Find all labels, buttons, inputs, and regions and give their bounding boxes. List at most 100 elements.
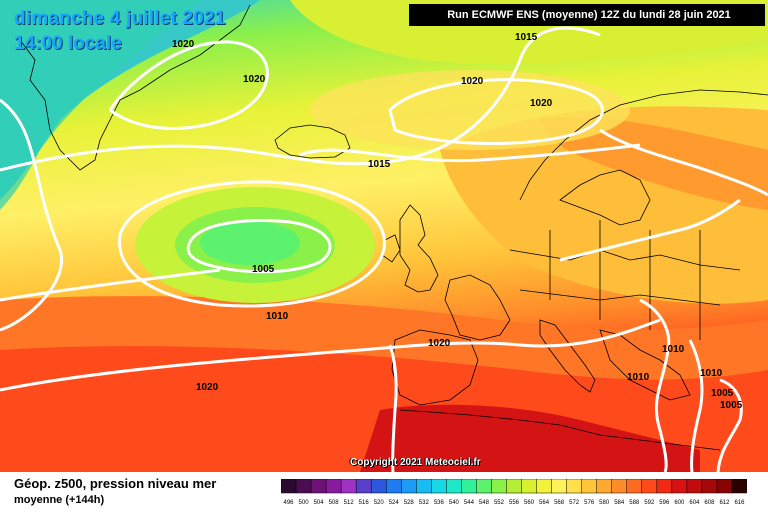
legend-swatch <box>476 479 493 494</box>
map-subtitle: moyenne (+144h) <box>14 494 105 506</box>
weather-map: 1020 1020 1015 1020 1020 1015 1005 1010 … <box>0 0 768 472</box>
legend-swatch <box>596 479 613 494</box>
legend-value: 532 <box>419 500 430 506</box>
legend-value: 568 <box>554 500 565 506</box>
legend-swatch <box>731 479 747 494</box>
isobar-label: 1020 <box>461 76 484 87</box>
isobar-1015-arc <box>0 268 221 302</box>
isobar-1015-north <box>0 26 601 172</box>
isobar-1020-ridge <box>388 78 604 145</box>
model-run-label: Run ECMWF ENS (moyenne) 12Z du lundi 28 … <box>409 4 765 26</box>
legend-swatch <box>281 479 297 494</box>
isobar-label: 1005 <box>711 388 734 399</box>
isobar-label: 1020 <box>196 382 219 393</box>
legend-swatch <box>461 479 478 494</box>
legend-value: 608 <box>704 500 715 506</box>
isobar-1015-nordic <box>599 128 768 197</box>
legend-swatch <box>310 479 327 494</box>
legend-value: 504 <box>314 500 325 506</box>
isobar-label: 1005 <box>720 400 743 411</box>
iceland-coast <box>274 124 351 159</box>
legend-swatch <box>686 479 703 494</box>
geopotential-ridge-north <box>310 70 630 150</box>
legend-value: 552 <box>494 500 505 506</box>
geopotential-band-deep-red <box>360 404 700 472</box>
legend-value: 524 <box>389 500 400 506</box>
legend-value: 564 <box>539 500 550 506</box>
europe-borders <box>509 220 741 340</box>
legend-value: 528 <box>404 500 415 506</box>
legend-swatch <box>521 479 538 494</box>
legend-swatch <box>446 479 463 494</box>
isobar-1005-low <box>186 219 332 274</box>
legend-swatch <box>671 479 688 494</box>
legend-value: 544 <box>464 500 475 506</box>
legend-value: 536 <box>434 500 445 506</box>
legend-value: 580 <box>599 500 610 506</box>
legend-value: 592 <box>644 500 655 506</box>
legend-swatch <box>656 479 673 494</box>
isobar-1015-ridge <box>299 143 641 163</box>
legend-value: 616 <box>734 500 745 506</box>
north-africa-coast <box>399 409 721 451</box>
isobar-frame-west <box>0 98 64 332</box>
isobar-label: 1020 <box>172 39 195 50</box>
legend-value: 520 <box>374 500 385 506</box>
legend-swatch <box>551 479 568 494</box>
isobars <box>0 26 768 472</box>
legend-swatch <box>416 479 433 494</box>
france-coast <box>444 274 511 341</box>
isobar-label: 1015 <box>515 32 538 43</box>
legend-swatch <box>536 479 553 494</box>
legend-value: 508 <box>329 500 340 506</box>
legend-swatch <box>566 479 583 494</box>
legend-swatch <box>581 479 598 494</box>
legend-value: 604 <box>689 500 700 506</box>
legend-swatch <box>491 479 508 494</box>
copyright-text: Copyright 2021 Meteociel.fr <box>350 457 481 468</box>
isobar-label: 1010 <box>266 311 289 322</box>
legend-value: 548 <box>479 500 490 506</box>
isobar-label: 1020 <box>428 338 451 349</box>
isobar-1020-greenland <box>108 40 269 130</box>
legend-swatch <box>701 479 718 494</box>
forecast-date: dimanche 4 juillet 2021 <box>14 8 226 29</box>
isobar-1020-iberia <box>388 344 398 472</box>
isobar-1010-low <box>118 180 386 308</box>
legend-swatch <box>355 479 372 494</box>
legend-value: 612 <box>719 500 730 506</box>
map-title: Géop. z500, pression niveau mer <box>14 476 217 491</box>
isobar-labels: 1020 1020 1015 1020 1020 1015 1005 1010 … <box>172 32 743 411</box>
legend-swatch <box>370 479 387 494</box>
legend-value: 516 <box>359 500 370 506</box>
isobar-1020-south <box>0 318 661 392</box>
isobar-label: 1010 <box>627 372 650 383</box>
isobar-1005-east <box>716 378 743 472</box>
balkans-coast <box>599 329 691 401</box>
legend-swatch <box>431 479 448 494</box>
isobar-label: 1010 <box>662 344 685 355</box>
legend-value: 576 <box>584 500 595 506</box>
isobar-east-ridge <box>559 198 741 262</box>
legend-swatch <box>611 479 628 494</box>
geopotential-band-green <box>0 0 200 210</box>
legend-swatch <box>506 479 523 494</box>
scandinavia-coast <box>519 89 768 226</box>
legend-value: 540 <box>449 500 460 506</box>
isobar-1010-east <box>639 298 671 472</box>
geopotential-band-scandinavia <box>540 117 768 210</box>
legend-swatch <box>295 479 312 494</box>
legend-value: 572 <box>569 500 580 506</box>
isobar-label: 1020 <box>530 98 553 109</box>
legend-swatch <box>626 479 643 494</box>
legend-swatch <box>401 479 418 494</box>
low-pressure-center <box>200 221 300 265</box>
forecast-time: 14:00 locale <box>14 33 122 54</box>
legend-value: 496 <box>284 500 295 506</box>
legend-value: 500 <box>299 500 310 506</box>
legend-swatch <box>385 479 403 494</box>
isobar-label: 1020 <box>243 74 266 85</box>
legend-value: 584 <box>614 500 625 506</box>
isobar-label: 1015 <box>368 159 391 170</box>
